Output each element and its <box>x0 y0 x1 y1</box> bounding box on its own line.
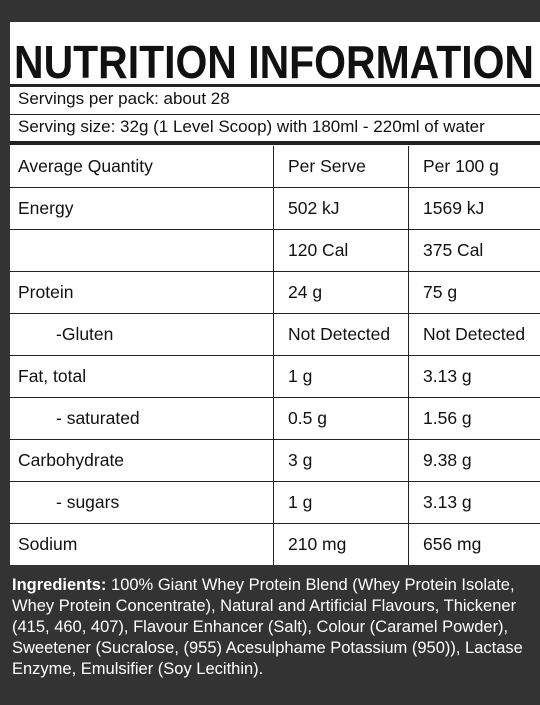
table-cell: - saturated <box>56 408 140 428</box>
table-row: Protein 24 g 75 g <box>10 272 540 314</box>
table-cell: -Gluten <box>56 324 114 344</box>
servings-per-pack: Servings per pack: about 28 <box>18 89 230 108</box>
table-cell: Per Serve <box>288 156 366 176</box>
table-cell: 9.38 g <box>423 450 472 470</box>
table-header: Average Quantity Per Serve Per 100 g <box>10 146 540 188</box>
table-cell: 120 Cal <box>288 240 349 260</box>
table-cell: Not Detected <box>288 324 391 344</box>
rule <box>10 141 540 145</box>
table-cell: Carbohydrate <box>18 450 125 470</box>
title-svg: NUTRITION INFORMATION <box>14 36 534 86</box>
table-cell: 656 mg <box>423 534 482 554</box>
table-cell: Average Quantity <box>18 156 153 176</box>
table-row: Fat, total 1 g 3.13 g <box>10 356 540 398</box>
ingredients-text: 100% Giant Whey Protein Blend (Whey Prot… <box>12 576 523 678</box>
table-cell: 502 kJ <box>288 198 340 218</box>
table-cell: Sodium <box>18 534 78 554</box>
table-row: - sugars 1 g 3.13 g <box>10 482 540 524</box>
table-cell: 75 g <box>423 282 458 302</box>
nutrition-panel: NUTRITION INFORMATION Servings per pack:… <box>10 22 540 565</box>
table-cell: 1.56 g <box>423 408 472 428</box>
serving-size: Serving size: 32g (1 Level Scoop) with 1… <box>18 117 485 136</box>
table-cell: 3.13 g <box>423 366 472 386</box>
table-cell: Fat, total <box>18 366 87 386</box>
table-cell: - sugars <box>56 492 120 512</box>
table-row: Sodium 210 mg 656 mg <box>10 524 540 565</box>
table-cell: 1 g <box>288 492 313 512</box>
table-cell: 1569 kJ <box>423 198 485 218</box>
table-cell: 0.5 g <box>288 408 327 428</box>
table-cell: 3 g <box>288 450 313 470</box>
table-row: Carbohydrate 3 g 9.38 g <box>10 440 540 482</box>
rule <box>10 114 540 115</box>
title: NUTRITION INFORMATION <box>14 36 534 86</box>
table-cell: Per 100 g <box>423 156 499 176</box>
table-cell: Protein <box>18 282 74 302</box>
table-row: 120 Cal 375 Cal <box>10 230 540 272</box>
table-cell: 1 g <box>288 366 313 386</box>
table-cell: 3.13 g <box>423 492 472 512</box>
table-row: - saturated 0.5 g 1.56 g <box>10 398 540 440</box>
ingredients: Ingredients: 100% Giant Whey Protein Ble… <box>12 575 534 680</box>
table-cell: Energy <box>18 198 74 218</box>
table-row: -Gluten Not Detected Not Detected <box>10 314 540 356</box>
table-row: Energy 502 kJ 1569 kJ <box>10 188 540 230</box>
rule <box>10 84 540 87</box>
ingredients-label: Ingredients: <box>12 576 107 594</box>
table-cell: Not Detected <box>423 324 526 344</box>
table-cell: 210 mg <box>288 534 347 554</box>
table-cell: 375 Cal <box>423 240 484 260</box>
nutrition-table: Average Quantity Per Serve Per 100 g Energy… <box>10 146 540 565</box>
table-cell: 24 g <box>288 282 323 302</box>
